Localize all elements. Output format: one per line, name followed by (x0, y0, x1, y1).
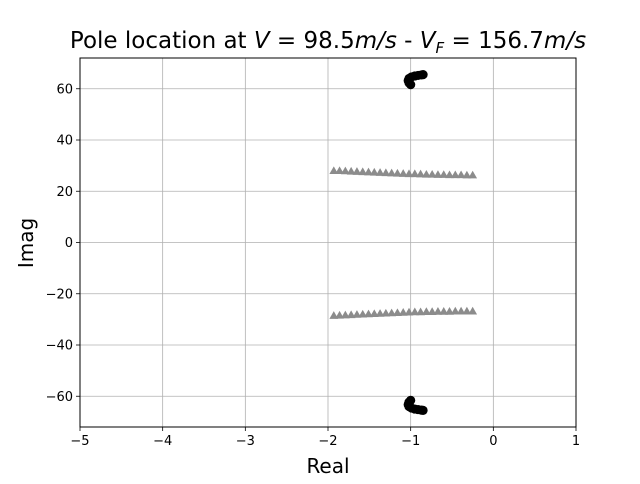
x-tick-label: −1 (401, 434, 420, 449)
pole-marker-triangle (445, 170, 454, 179)
pole-marker-triangle (364, 167, 373, 176)
x-tick-label: −4 (153, 434, 172, 449)
pole-marker-triangle (329, 166, 339, 175)
pole-marker-triangle (468, 170, 478, 179)
pole-marker-triangle (445, 307, 454, 315)
title-vf-symbol: V (420, 28, 438, 54)
title-prefix: Pole location at (70, 28, 254, 54)
title-v-value: = 98.5 (270, 28, 355, 54)
pole-marker-triangle (387, 168, 397, 177)
y-tick-label: 0 (65, 236, 73, 251)
pole-marker-triangle (404, 307, 414, 316)
pole-marker-triangle (450, 170, 460, 179)
x-tick-label: 1 (572, 434, 580, 449)
title-vf-unit: m/s (544, 28, 586, 54)
pole-marker-triangle (450, 306, 460, 315)
pole-marker-triangle (410, 169, 420, 178)
title-v-unit: m/s (355, 28, 397, 54)
x-tick-label: −5 (70, 434, 89, 449)
pole-marker-triangle (329, 311, 339, 319)
y-tick-label: 20 (56, 185, 73, 200)
pole-marker-triangle (468, 306, 478, 315)
pole-marker-triangle (439, 307, 449, 315)
pole-marker-triangle (410, 307, 420, 316)
pole-marker-triangle (421, 169, 431, 178)
y-tick-label: 40 (56, 134, 73, 149)
pole-marker-triangle (375, 309, 385, 317)
pole-marker-triangle (433, 170, 443, 178)
pole-marker-triangle (369, 167, 379, 176)
pole-marker-triangle (421, 307, 431, 315)
pole-marker-triangle (398, 308, 408, 316)
pole-marker-triangle (433, 307, 443, 315)
y-tick-label: 60 (56, 82, 73, 97)
pole-marker-triangle (456, 170, 466, 179)
pole-marker-triangle (416, 307, 425, 316)
pole-marker-triangle (393, 168, 402, 177)
pole-marker-triangle (340, 310, 350, 319)
title-v-symbol: V (254, 28, 272, 54)
y-tick-label: −60 (46, 390, 73, 405)
pole-marker-circle (418, 70, 428, 80)
x-tick-label: −2 (318, 434, 337, 449)
pole-marker-triangle (393, 308, 402, 317)
pole-marker-triangle (427, 307, 437, 315)
pole-marker-triangle (375, 168, 385, 176)
pole-marker-triangle (352, 310, 362, 318)
pole-marker-triangle (335, 310, 344, 319)
pole-marker-triangle (462, 306, 472, 315)
pole-marker-triangle (416, 169, 425, 178)
title-vf-value: = 156.7 (444, 28, 544, 54)
title-separator: - (397, 28, 420, 54)
x-axis-label: Real (306, 454, 349, 478)
pole-marker-triangle (358, 309, 368, 318)
pole-marker-triangle (346, 166, 356, 175)
pole-marker-triangle (427, 169, 437, 178)
y-tick-label: −20 (46, 287, 73, 302)
pole-marker-triangle (462, 170, 472, 179)
y-axis-label: Imag (14, 218, 38, 268)
pole-marker-triangle (340, 166, 350, 175)
grid-layer (79, 58, 577, 427)
y-tick-label: −40 (46, 339, 73, 354)
pole-marker-triangle (398, 169, 408, 177)
pole-marker-triangle (346, 310, 356, 319)
chart-title: Pole location at V = 98.5m/s - VF = 156.… (70, 28, 586, 57)
pole-marker-triangle (358, 167, 368, 176)
x-tick-label: −3 (236, 434, 255, 449)
pole-marker-triangle (352, 167, 362, 175)
pole-marker-triangle (369, 309, 379, 318)
x-tick-label: 0 (489, 434, 497, 449)
tick-layer: −5 −4 −3 −2 −1 0 1 −60 −40 −20 0 20 40 60 (46, 82, 581, 449)
pole-marker-triangle (439, 170, 449, 178)
title-vf-subscript: F (436, 39, 445, 57)
pole-marker-triangle (381, 168, 391, 177)
pole-marker-triangle (404, 169, 414, 178)
data-layer (329, 70, 478, 415)
pole-marker-triangle (456, 306, 466, 315)
pole-marker-triangle (387, 308, 397, 317)
pole-marker-triangle (335, 166, 344, 175)
pole-marker-triangle (364, 309, 373, 318)
pole-marker-circle (418, 405, 428, 415)
pole-marker-triangle (381, 308, 391, 317)
